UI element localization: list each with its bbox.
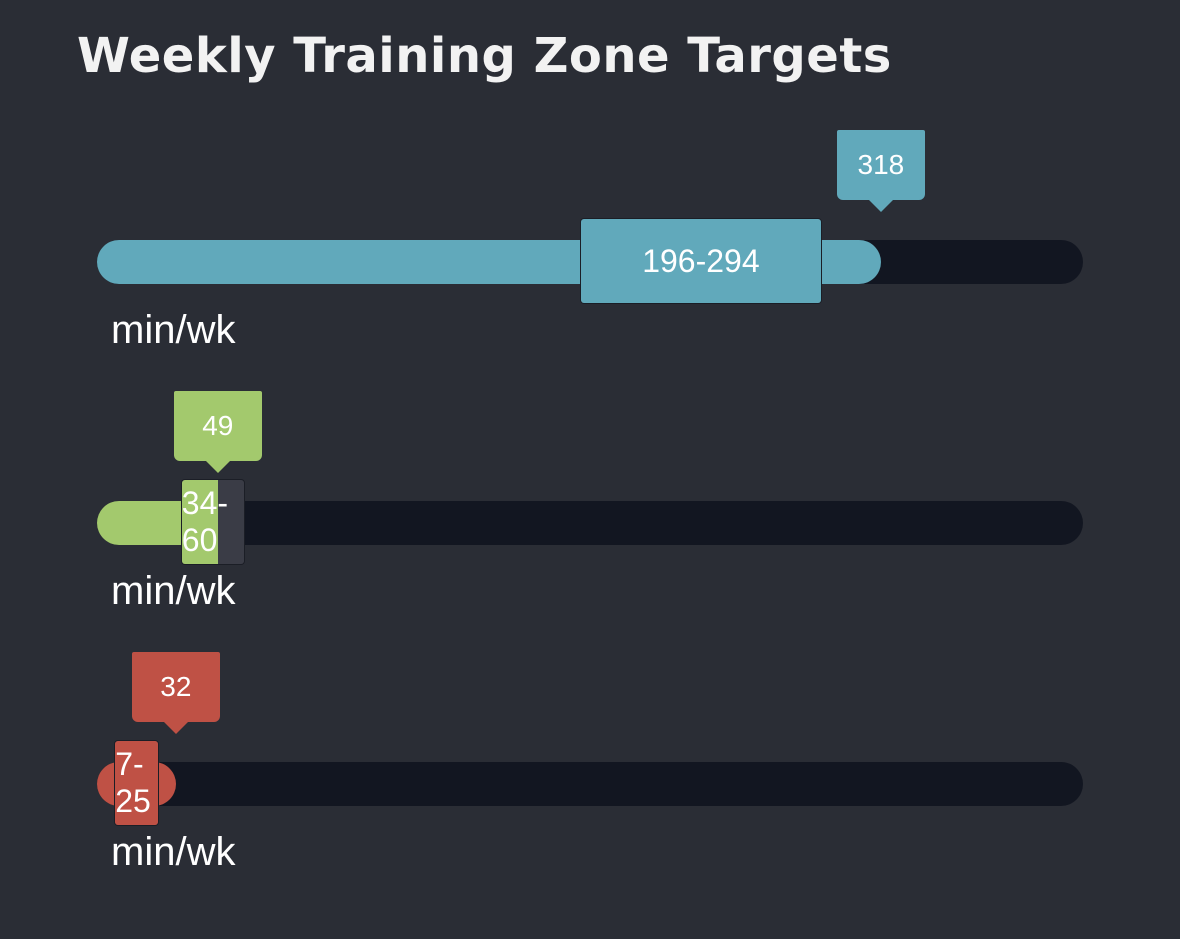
zone-track — [97, 762, 1083, 806]
zone-marker-pointer — [868, 200, 893, 212]
zone-value-marker: 32 — [131, 652, 220, 734]
zone-target-label: 7-25 — [115, 746, 151, 819]
zone-value-marker: 49 — [173, 391, 262, 473]
zone-target-label: 196-294 — [642, 242, 760, 279]
zone-unit-label: min/wk — [111, 569, 236, 613]
zone-row: 196-294 318 min/wk — [0, 130, 1180, 370]
zone-value-label: 318 — [836, 130, 925, 200]
zone-unit-label: min/wk — [111, 308, 236, 352]
zone-target-range: 34-60 — [180, 479, 245, 565]
zone-track — [97, 501, 1083, 545]
zone-value-label: 32 — [131, 652, 220, 722]
zone-unit-label: min/wk — [111, 830, 236, 874]
zone-target-fill — [115, 741, 158, 825]
zone-target-range: 196-294 — [580, 218, 822, 304]
chart-title: Weekly Training Zone Targets — [77, 28, 892, 84]
zone-marker-pointer — [205, 461, 230, 473]
zone-value-marker: 318 — [836, 130, 925, 212]
zone-target-label: 34-60 — [181, 485, 229, 558]
zone-row: 7-25 32 min/wk — [0, 652, 1180, 892]
zone-value-label: 49 — [173, 391, 262, 461]
zone-target-range: 7-25 — [114, 740, 159, 826]
zone-row: 34-60 49 min/wk — [0, 391, 1180, 631]
zone-target-fill — [181, 480, 218, 564]
zone-target-fill — [581, 219, 821, 303]
zone-marker-pointer — [163, 722, 188, 734]
